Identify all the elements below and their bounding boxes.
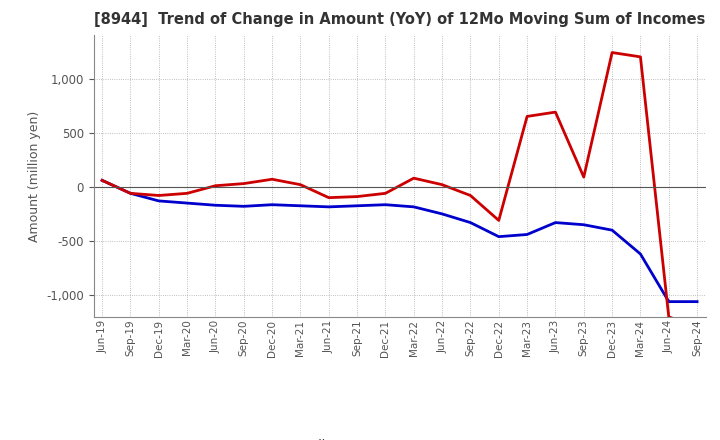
Net Income	[410, 176, 418, 181]
Net Income	[665, 314, 673, 319]
Net Income	[495, 218, 503, 223]
Net Income	[551, 110, 559, 115]
Ordinary Income	[126, 191, 135, 196]
Ordinary Income	[495, 234, 503, 239]
Ordinary Income	[551, 220, 559, 225]
Ordinary Income	[410, 204, 418, 209]
Net Income	[353, 194, 361, 199]
Net Income	[381, 191, 390, 196]
Ordinary Income	[438, 211, 446, 216]
Ordinary Income	[211, 202, 220, 208]
Net Income	[155, 193, 163, 198]
Net Income	[325, 195, 333, 200]
Ordinary Income	[240, 204, 248, 209]
Line: Net Income: Net Income	[102, 52, 697, 328]
Y-axis label: Amount (million yen): Amount (million yen)	[27, 110, 40, 242]
Ordinary Income	[325, 204, 333, 209]
Ordinary Income	[636, 251, 644, 257]
Net Income	[211, 183, 220, 188]
Ordinary Income	[608, 227, 616, 233]
Ordinary Income	[580, 222, 588, 227]
Title: [8944]  Trend of Change in Amount (YoY) of 12Mo Moving Sum of Incomes: [8944] Trend of Change in Amount (YoY) o…	[94, 12, 706, 27]
Net Income	[183, 191, 192, 196]
Ordinary Income	[353, 203, 361, 209]
Net Income	[608, 50, 616, 55]
Ordinary Income	[523, 232, 531, 237]
Net Income	[466, 193, 474, 198]
Net Income	[126, 191, 135, 196]
Ordinary Income	[665, 299, 673, 304]
Net Income	[636, 54, 644, 59]
Net Income	[580, 174, 588, 180]
Net Income	[240, 181, 248, 186]
Net Income	[296, 182, 305, 187]
Ordinary Income	[381, 202, 390, 207]
Ordinary Income	[183, 201, 192, 206]
Ordinary Income	[296, 203, 305, 209]
Ordinary Income	[155, 198, 163, 204]
Ordinary Income	[466, 220, 474, 225]
Ordinary Income	[98, 178, 107, 183]
Legend: Ordinary Income, Net Income: Ordinary Income, Net Income	[253, 434, 546, 440]
Line: Ordinary Income: Ordinary Income	[102, 180, 697, 302]
Net Income	[438, 182, 446, 187]
Net Income	[523, 114, 531, 119]
Ordinary Income	[268, 202, 276, 207]
Ordinary Income	[693, 299, 701, 304]
Net Income	[268, 176, 276, 182]
Net Income	[693, 325, 701, 330]
Net Income	[98, 178, 107, 183]
